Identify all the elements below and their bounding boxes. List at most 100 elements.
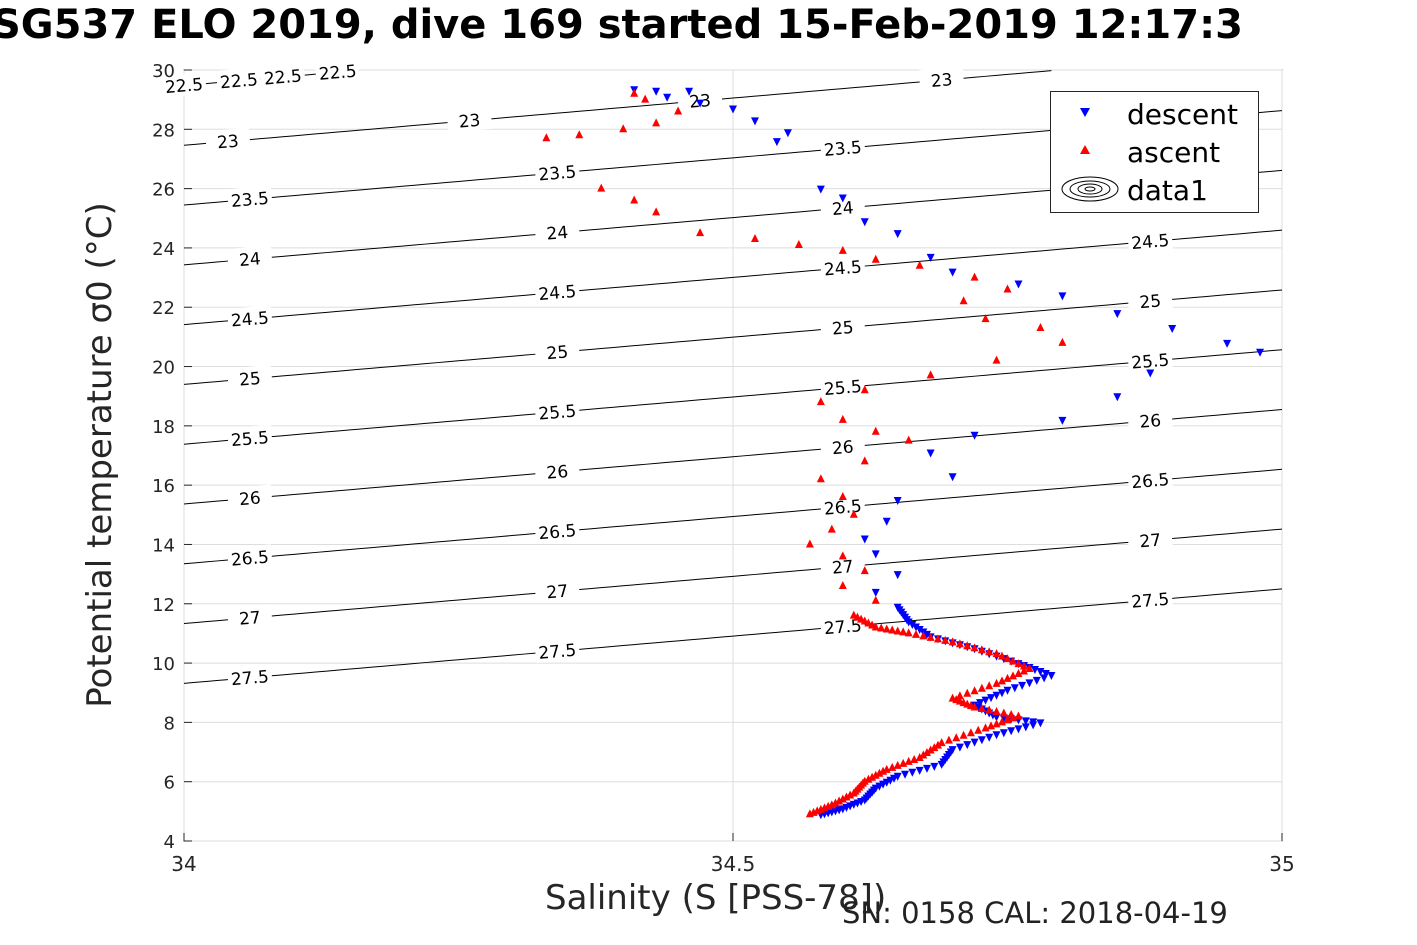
ascent-point — [904, 628, 913, 637]
contour-label-bg — [226, 424, 273, 451]
contour-label-bg — [259, 63, 306, 89]
ascent-point — [904, 756, 913, 765]
descent-point — [948, 473, 957, 482]
ascent-point — [888, 625, 897, 634]
ascent-point — [877, 623, 886, 632]
y-tick-label: 18 — [152, 417, 175, 438]
ascent-point — [597, 183, 606, 192]
ascent-point — [816, 474, 825, 483]
descent-point — [1168, 324, 1177, 333]
x-tick-label: 34.5 — [711, 852, 756, 876]
contour-label-bg — [226, 663, 273, 690]
descent-point — [987, 694, 996, 703]
contour-label: 27.5 — [1131, 590, 1170, 613]
descent-point — [860, 535, 869, 544]
contour-label-bg — [1127, 347, 1174, 373]
contour-label-bg — [534, 278, 581, 305]
ascent-point — [970, 686, 979, 695]
descent-point — [970, 431, 979, 440]
contour-label: 23.5 — [538, 162, 577, 185]
descent-point — [977, 736, 986, 745]
ascent-point — [974, 725, 983, 734]
contour-label-bg — [534, 517, 581, 544]
descent-point — [1040, 674, 1049, 683]
descent-point — [783, 129, 792, 138]
contour-label: 27 — [546, 582, 569, 604]
y-tick-label: 16 — [152, 476, 175, 497]
ascent-point — [977, 683, 986, 692]
contour-label-bg — [534, 577, 581, 604]
ascent-point — [1003, 715, 1012, 724]
descent-point — [1113, 393, 1122, 402]
contour-icon — [1061, 176, 1119, 202]
descent-point — [976, 699, 985, 708]
ascent-point — [985, 705, 994, 714]
y-tick-label: 12 — [152, 595, 175, 616]
ascent-point — [827, 524, 836, 533]
ascent-point — [985, 681, 994, 690]
contour-label: 26.5 — [230, 548, 269, 571]
contour-label: 22.5 — [164, 75, 203, 98]
ascent-point — [977, 645, 986, 654]
contour-line — [183, 70, 1052, 146]
descent-point — [729, 105, 737, 114]
contour-label: 27 — [238, 608, 261, 630]
contour-label-bg — [918, 66, 965, 92]
contour-label-bg — [819, 134, 866, 161]
ascent-point — [987, 721, 996, 730]
ascent-point — [948, 637, 957, 646]
ascent-point — [860, 385, 869, 394]
contour-line — [183, 349, 1283, 445]
ascent-point — [933, 634, 942, 643]
ascent-point — [981, 723, 990, 732]
ascent-point — [871, 595, 880, 604]
ascent-point — [860, 456, 869, 465]
contour-line — [183, 409, 1283, 505]
ascent-point — [1019, 661, 1028, 670]
descent-point — [1021, 723, 1030, 732]
descent-point — [915, 766, 924, 775]
ascent-point — [1036, 322, 1045, 331]
descent-point — [912, 623, 920, 632]
descent-point — [685, 87, 694, 96]
descent-point — [908, 768, 917, 777]
ascent-point — [959, 730, 968, 739]
contour-label-bg — [314, 58, 361, 85]
ascent-point — [1008, 713, 1017, 722]
descent-point — [1256, 348, 1265, 357]
descent-point — [882, 517, 891, 526]
ascent-point — [970, 643, 979, 652]
descent-point — [1058, 292, 1067, 301]
ascent-point — [1008, 656, 1017, 665]
ascent-point — [696, 228, 705, 237]
descent-point — [652, 87, 661, 96]
contour-label-bg — [819, 433, 866, 460]
contour-label-bg — [1127, 407, 1174, 433]
contour-label: 24.5 — [823, 257, 862, 280]
descent-point — [915, 625, 924, 634]
descent-point — [1047, 671, 1056, 680]
ascent-point — [1014, 659, 1023, 668]
descent-point — [1007, 727, 1016, 736]
contour-label-bg — [819, 254, 866, 280]
contour-label-bg — [226, 245, 273, 272]
contour-label: 25.5 — [538, 401, 577, 424]
contour-label-bg — [534, 458, 581, 484]
descent-point — [1025, 679, 1034, 688]
ascent-point — [1019, 666, 1028, 675]
contour-label-bg — [534, 637, 581, 664]
y-tick-label: 22 — [152, 298, 175, 319]
ascent-point — [838, 492, 847, 501]
descent-point — [955, 743, 964, 752]
contour-label: 27.5 — [823, 616, 862, 639]
ascent-point — [641, 94, 650, 103]
descent-point — [992, 691, 1001, 700]
y-axis-label: Potential temperature σ0 (°C) — [80, 202, 120, 708]
contour-label: 22.5 — [219, 70, 258, 93]
contour-label: 23 — [216, 132, 239, 154]
descent-point — [930, 762, 939, 771]
ascent-point — [630, 88, 639, 97]
ascent-point — [838, 245, 847, 254]
ascent-point — [992, 355, 1001, 364]
serial-cal-footer: SN: 0158 CAL: 2018-04-19 — [842, 896, 1228, 930]
